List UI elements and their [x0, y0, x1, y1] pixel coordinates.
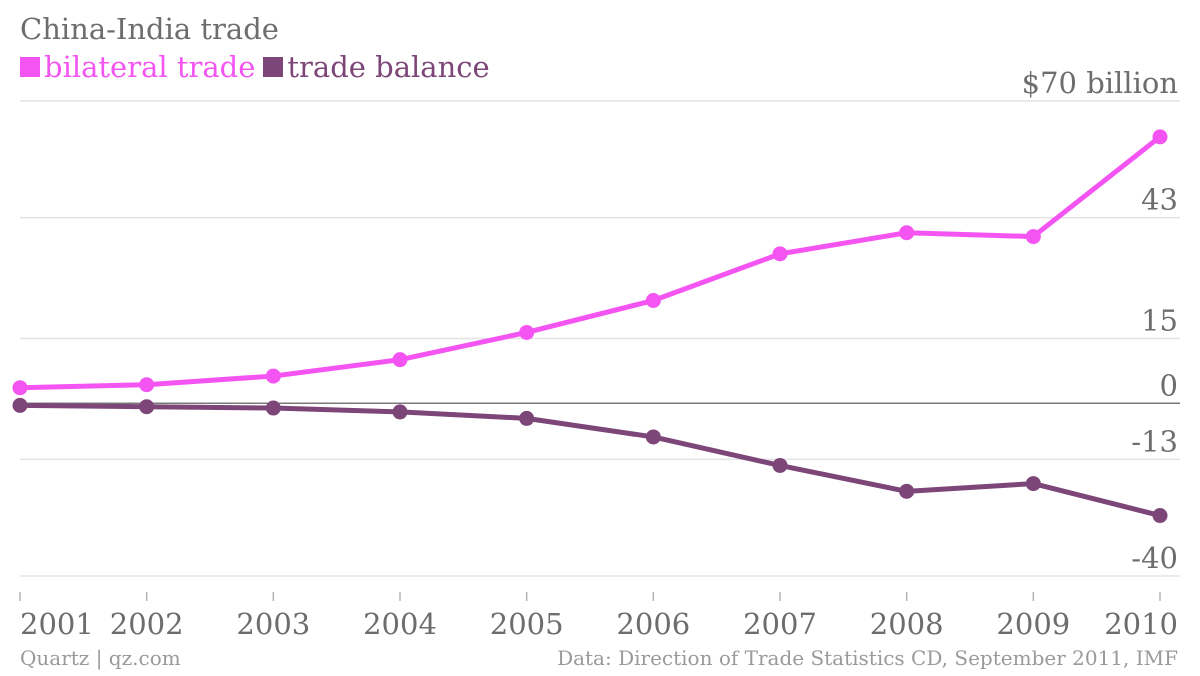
y-tick-label: -40	[1131, 541, 1178, 575]
y-tick-label: 15	[1141, 304, 1178, 338]
x-tick-label: 2007	[743, 607, 817, 641]
data-point-trade-balance	[1152, 508, 1168, 524]
data-point-bilateral-trade	[519, 324, 535, 340]
footer-source: Data: Direction of Trade Statistics CD, …	[557, 646, 1178, 670]
data-point-trade-balance	[519, 410, 535, 426]
legend-label-trade-balance: trade balance	[287, 50, 490, 84]
x-tick-label: 2006	[616, 607, 690, 641]
series-line-bilateral-trade	[17, 134, 1163, 391]
footer-credit: Quartz | qz.com	[20, 646, 181, 670]
data-point-bilateral-trade	[1025, 229, 1041, 245]
x-tick-label: 2003	[236, 607, 310, 641]
y-tick-label: $70 billion	[1022, 66, 1178, 100]
data-point-trade-balance	[772, 457, 788, 473]
y-tick-label: 0	[1160, 368, 1178, 402]
chart-title: China-India trade	[20, 12, 279, 46]
x-tick-label: 2010	[1104, 607, 1178, 641]
x-tick-label: 2008	[870, 607, 944, 641]
data-point-bilateral-trade	[772, 246, 788, 262]
x-tick-label: 2005	[490, 607, 564, 641]
legend-swatch-trade-balance	[263, 57, 284, 77]
data-point-trade-balance	[1025, 476, 1041, 492]
data-point-bilateral-trade	[392, 352, 408, 368]
x-tick-label: 2004	[363, 607, 437, 641]
x-tick-label: 2009	[996, 607, 1070, 641]
legend-label-bilateral-trade: bilateral trade	[44, 50, 256, 84]
legend-item-trade-balance: trade balance	[263, 50, 490, 84]
legend-swatch-bilateral-trade	[20, 57, 40, 77]
data-point-trade-balance	[645, 429, 661, 445]
data-point-bilateral-trade	[265, 368, 281, 384]
legend-item-bilateral-trade: bilateral trade	[20, 50, 255, 84]
data-point-bilateral-trade	[899, 225, 915, 241]
data-point-trade-balance	[265, 400, 281, 416]
data-point-trade-balance	[899, 483, 915, 499]
data-point-trade-balance	[392, 404, 408, 420]
data-point-bilateral-trade	[1152, 129, 1168, 145]
data-point-trade-balance	[139, 399, 155, 415]
legend: bilateral trade trade balance	[20, 50, 498, 84]
y-tick-label: 43	[1141, 183, 1178, 217]
data-point-bilateral-trade	[645, 293, 661, 308]
x-tick-label: 2002	[110, 607, 184, 641]
y-tick-label: -13	[1131, 424, 1178, 458]
series-line-trade-balance	[17, 402, 1163, 519]
x-tick-label: 2001	[20, 607, 94, 641]
data-point-trade-balance	[12, 397, 28, 413]
data-point-bilateral-trade	[139, 377, 155, 393]
data-point-bilateral-trade	[12, 380, 28, 396]
